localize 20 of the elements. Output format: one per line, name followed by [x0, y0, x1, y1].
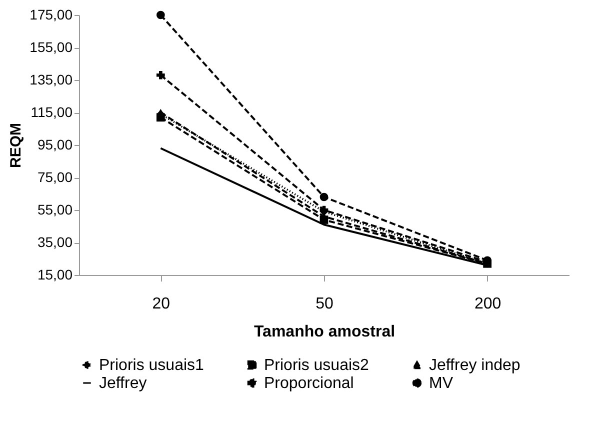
y-tick-label: 135,00 [30, 72, 73, 88]
legend-label: Proporcional [264, 375, 354, 392]
y-tick-label: 95,00 [37, 136, 73, 152]
x-axis-title: Tamanho amostral [254, 324, 396, 340]
y-tick-label: 15,00 [37, 266, 73, 282]
y-tick-label: 35,00 [37, 234, 73, 250]
x-tick-label: 50 [316, 296, 334, 312]
legend-label: Jeffrey [99, 375, 147, 392]
x-tick-label: 20 [152, 296, 170, 312]
y-tick-label: 75,00 [37, 169, 73, 185]
y-tick-label: 155,00 [30, 39, 73, 55]
legend-label: Jeffrey indep [429, 357, 520, 374]
legend-label: MV [429, 375, 454, 392]
y-tick-label: 55,00 [37, 202, 73, 218]
y-tick-label: 175,00 [30, 6, 73, 22]
legend-label: Prioris usuais2 [264, 357, 370, 374]
x-tick-label: 200 [474, 296, 502, 312]
y-tick-label: 115,00 [30, 104, 73, 120]
y-axis-title: REQM [8, 123, 25, 168]
legend-label: Prioris usuais1 [99, 357, 204, 374]
